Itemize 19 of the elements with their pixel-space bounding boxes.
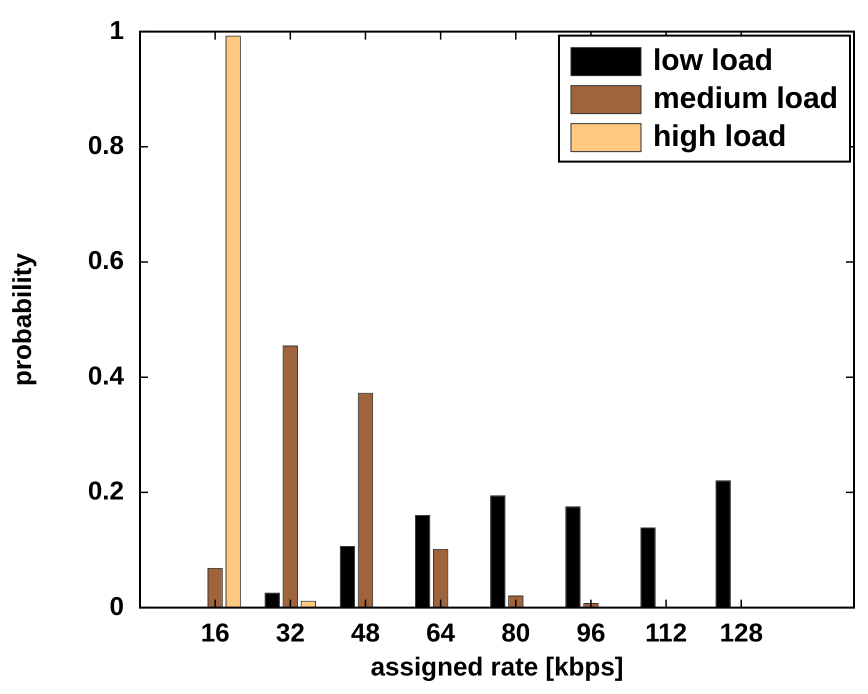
- y-tick-label: 0.4: [88, 360, 125, 390]
- x-tick-label: 96: [576, 617, 606, 648]
- x-tick-label: 112: [645, 617, 688, 648]
- y-tick-label: 0.2: [88, 476, 124, 506]
- legend-label: medium load: [652, 82, 838, 115]
- y-axis-title: probability: [6, 252, 37, 386]
- x-tick-label: 32: [276, 617, 305, 648]
- y-tick-label: 1: [110, 14, 124, 45]
- x-tick-label: 80: [501, 617, 530, 648]
- x-tick-label: 48: [351, 617, 380, 648]
- x-tick-label: 64: [426, 617, 456, 648]
- x-tick-label: 16: [200, 617, 230, 648]
- legend-label: high load: [652, 120, 786, 153]
- x-axis-title: assigned rate [kbps]: [370, 652, 624, 682]
- legend-label: low load: [652, 44, 773, 77]
- x-tick-label: 128: [720, 617, 763, 648]
- y-tick-label: 0: [110, 590, 124, 621]
- y-tick-label: 0.8: [88, 130, 124, 160]
- y-tick-label: 0.6: [88, 245, 124, 276]
